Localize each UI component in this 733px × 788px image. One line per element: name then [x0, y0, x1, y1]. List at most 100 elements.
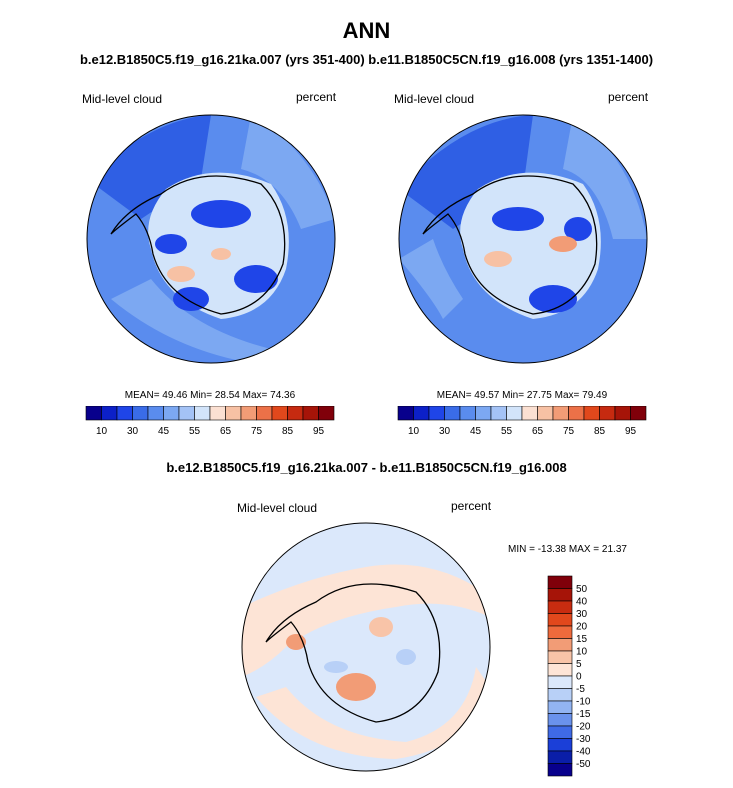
colorbar-box	[547, 725, 573, 739]
map-border	[86, 114, 336, 364]
colorbar-box	[547, 713, 573, 727]
colorbar-box	[630, 406, 647, 421]
colorbar-tick-label: 30	[576, 609, 588, 620]
colorbar-tick-label: 75	[251, 426, 263, 437]
colorbar-box	[225, 406, 242, 421]
colorbar-box	[547, 738, 573, 752]
colorbar-tick-label: 10	[576, 647, 588, 658]
colorbar-box	[397, 406, 414, 421]
colorbar-box	[547, 688, 573, 702]
negative-patch	[396, 649, 416, 665]
colorbar-tick-label: 95	[313, 426, 325, 437]
colorbar-tick-label: -20	[576, 722, 591, 733]
colorbar-box	[209, 406, 226, 421]
colorbar-box	[475, 406, 492, 421]
colorbar-box	[552, 406, 569, 421]
colorbar-box	[428, 406, 445, 421]
colorbar-tick-label: 45	[158, 426, 170, 437]
positive-patch	[369, 617, 393, 637]
colorbar-tick-label: -50	[576, 759, 591, 770]
colorbar-tick-label: 50	[576, 584, 588, 595]
colorbar-box	[547, 588, 573, 602]
colorbar-box	[583, 406, 600, 421]
light-blue-region	[111, 279, 271, 363]
panel1-units-label: percent	[296, 90, 337, 104]
panel2-units-label: percent	[608, 90, 649, 104]
colorbar-tick-label: -5	[576, 684, 585, 695]
colorbar-box	[547, 600, 573, 614]
colorbar-box	[547, 663, 573, 677]
low-cloud-patch	[191, 200, 251, 228]
panel2-polar-map	[398, 114, 648, 364]
map-border	[398, 114, 648, 364]
colorbar-box	[547, 638, 573, 652]
colorbar-box	[194, 406, 211, 421]
high-cloud-patch	[167, 266, 195, 282]
panel2-variable-label: Mid-level cloud	[394, 92, 475, 106]
high-cloud-patch	[484, 251, 512, 267]
low-cloud-patch	[155, 234, 187, 254]
colorbar-box	[256, 406, 273, 421]
high-cloud-patch	[211, 248, 231, 260]
panel1-stats: MEAN= 49.46 Min= 28.54 Max= 74.36	[124, 390, 296, 401]
panel3-units-label: percent	[451, 499, 492, 513]
colorbar-box	[287, 406, 304, 421]
colorbar-tick-label: 30	[127, 426, 139, 437]
low-cloud-patch	[529, 285, 577, 313]
colorbar-box	[547, 625, 573, 639]
colorbar-tick-label: -15	[576, 709, 591, 720]
light-blue-region	[399, 239, 463, 319]
positive-band	[256, 667, 490, 759]
colorbar-box	[490, 406, 507, 421]
coastline	[110, 175, 286, 315]
colorbar-box	[444, 406, 461, 421]
colorbar-tick-label: 0	[576, 672, 582, 683]
colorbar-box	[599, 406, 616, 421]
panel1-colorbar: 10 30 45 55 65 75 85 95	[85, 406, 335, 437]
colorbar-box	[547, 575, 573, 589]
colorbar-tick-label: 75	[563, 426, 575, 437]
light-blue-region	[563, 115, 647, 239]
coastline	[265, 583, 441, 723]
difference-title: b.e12.B1850C5.f19_g16.21ka.007 - b.e11.B…	[166, 460, 567, 475]
colorbar-tick-label: 85	[594, 426, 606, 437]
panel3-polar-map	[241, 522, 491, 772]
colorbar-tick-label: -10	[576, 697, 591, 708]
continent-fill	[460, 172, 601, 319]
colorbar-tick-label: 95	[625, 426, 637, 437]
colorbar-box	[568, 406, 585, 421]
panel1-variable-label: Mid-level cloud	[82, 92, 163, 106]
colorbar-tick-label: 55	[501, 426, 513, 437]
colorbar-box	[506, 406, 523, 421]
colorbar-box	[413, 406, 430, 421]
high-cloud-patch	[549, 236, 577, 252]
panel3-stats: MIN = -13.38 MAX = 21.37	[508, 544, 627, 555]
colorbar-tick-label: 85	[282, 426, 294, 437]
colorbar-box	[302, 406, 319, 421]
colorbar-box	[614, 406, 631, 421]
colorbar-box	[271, 406, 288, 421]
colorbar-tick-label: 65	[532, 426, 544, 437]
colorbar-box	[547, 650, 573, 664]
colorbar-box	[178, 406, 195, 421]
colorbar-box	[147, 406, 164, 421]
coastline	[422, 175, 598, 315]
colorbar-box	[240, 406, 257, 421]
colorbar-tick-label: 30	[439, 426, 451, 437]
positive-patch	[336, 673, 376, 701]
panel3-variable-label: Mid-level cloud	[237, 501, 318, 515]
colorbar-tick-label: 20	[576, 622, 588, 633]
colorbar-box	[537, 406, 554, 421]
light-blue-region	[241, 115, 335, 229]
low-cloud-patch	[492, 207, 544, 231]
figure-subtitle: b.e12.B1850C5.f19_g16.21ka.007 (yrs 351-…	[79, 52, 654, 67]
colorbar-tick-label: 40	[576, 597, 588, 608]
low-cloud-patch	[564, 217, 592, 241]
panel2-stats: MEAN= 49.57 Min= 27.75 Max= 79.49	[436, 390, 608, 401]
colorbar-box	[85, 406, 102, 421]
low-cloud-patch	[173, 287, 209, 311]
positive-band	[242, 564, 490, 677]
colorbar-box	[132, 406, 149, 421]
colorbar-tick-label: 5	[576, 659, 582, 670]
